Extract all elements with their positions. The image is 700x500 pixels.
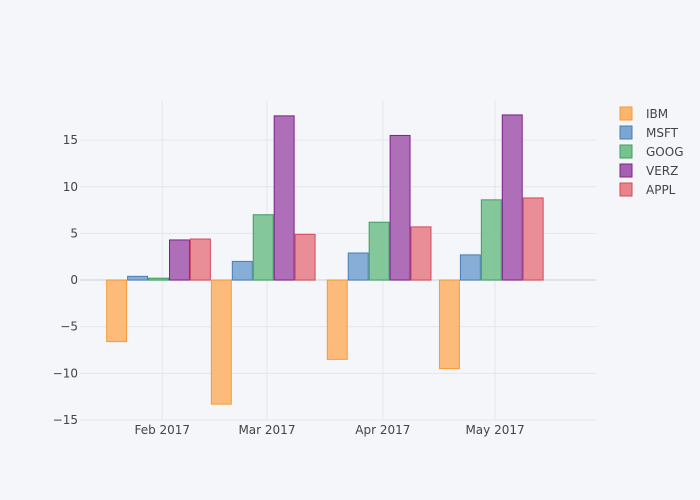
bar-appl[interactable]	[410, 226, 432, 281]
legend[interactable]: IBM MSFT GOOG VERZ APPL	[619, 106, 684, 197]
x-tick-label: Apr 2017	[355, 423, 410, 437]
y-tick-label: 10	[63, 180, 78, 194]
legend-item-verz[interactable]: VERZ	[619, 163, 678, 178]
y-tick-label: −15	[53, 413, 78, 427]
legend-swatch	[619, 125, 633, 140]
bar-msft[interactable]	[127, 275, 149, 281]
legend-label: MSFT	[646, 126, 679, 140]
bar-goog[interactable]	[480, 199, 502, 281]
legend-swatch	[619, 106, 633, 121]
y-tick-label: 5	[70, 226, 78, 240]
x-tick-label: Mar 2017	[238, 423, 295, 437]
legend-item-goog[interactable]: GOOG	[619, 144, 684, 159]
legend-label: IBM	[646, 107, 668, 121]
legend-item-ibm[interactable]: IBM	[619, 106, 668, 121]
bar-appl[interactable]	[189, 238, 211, 281]
x-tick-label: Feb 2017	[134, 423, 190, 437]
legend-item-appl[interactable]: APPL	[619, 182, 676, 197]
y-axis-ticks: −15 −10 −5 0 5 10 15	[53, 133, 78, 427]
y-tick-label: −5	[60, 320, 78, 334]
x-axis-ticks: Feb 2017 Mar 2017 Apr 2017 May 2017	[134, 423, 524, 437]
bar-ibm[interactable]	[438, 279, 460, 370]
bar-goog[interactable]	[368, 221, 390, 281]
legend-label: GOOG	[646, 145, 684, 159]
bar-ibm[interactable]	[326, 279, 348, 360]
bar-verz[interactable]	[389, 134, 411, 281]
bar-goog[interactable]	[252, 214, 274, 281]
bar-goog[interactable]	[148, 277, 169, 281]
y-tick-label: 0	[70, 273, 78, 287]
bar-appl[interactable]	[522, 197, 544, 281]
bar-verz[interactable]	[501, 114, 523, 281]
legend-label: APPL	[646, 183, 676, 197]
legend-item-msft[interactable]: MSFT	[619, 125, 679, 140]
bars	[106, 114, 544, 405]
bar-appl[interactable]	[294, 233, 316, 281]
legend-swatch	[619, 163, 633, 178]
legend-swatch	[619, 182, 633, 197]
bar-msft[interactable]	[347, 252, 369, 281]
legend-swatch	[619, 144, 633, 159]
y-tick-label: 15	[63, 133, 78, 147]
bar-msft[interactable]	[459, 254, 481, 281]
bar-ibm[interactable]	[106, 279, 128, 343]
bar-msft[interactable]	[231, 260, 253, 281]
bar-verz[interactable]	[168, 239, 190, 281]
legend-label: VERZ	[646, 164, 678, 178]
x-tick-label: May 2017	[465, 423, 524, 437]
bar-ibm[interactable]	[210, 279, 232, 405]
y-tick-label: −10	[53, 366, 78, 380]
bar-verz[interactable]	[273, 115, 295, 281]
